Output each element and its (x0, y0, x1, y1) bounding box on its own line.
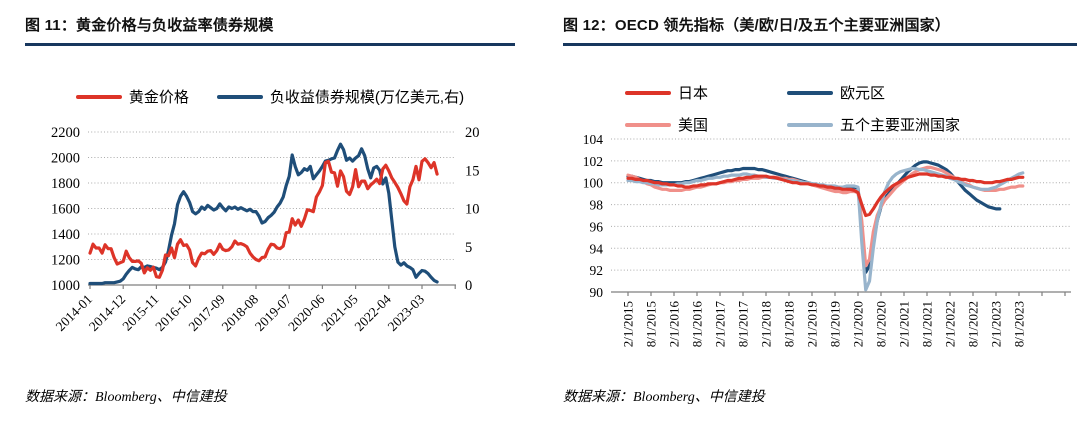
legend-swatch-usa (625, 122, 671, 127)
y-axis-tick-label: 1000 (51, 278, 80, 294)
x-axis-tick-label: 2/1/2015 (621, 301, 636, 347)
figure-11-panel: 图 11：黄金价格与负收益率债券规模 黄金价格 负收益债券规模(万亿美元,右) … (25, 8, 515, 415)
right-y-axis-tick-label: 10 (465, 202, 480, 218)
legend-label-eurozone: 欧元区 (840, 85, 886, 102)
y-axis-tick-label: 1200 (51, 253, 80, 269)
y-axis-tick-label: 104 (583, 132, 604, 147)
legend-label-negative-yield-bonds: 负收益债券规模(万亿美元,右) (269, 89, 465, 106)
x-axis-tick-label: 2/1/2023 (989, 301, 1004, 347)
y-axis-tick-label: 1600 (51, 202, 80, 218)
y-axis-tick-label: 96 (590, 219, 604, 234)
legend-label-gold-price: 黄金价格 (128, 89, 189, 106)
y-axis-tick-label: 90 (590, 285, 604, 300)
y-axis-tick-label: 100 (583, 176, 604, 191)
y-axis-tick-label: 102 (583, 154, 603, 169)
right-y-axis-tick-label: 15 (465, 163, 480, 179)
legend-swatch-gold-price (75, 94, 122, 99)
figure-12-source-note: 数据来源：Bloomberg、中信建投 (563, 390, 765, 405)
x-axis-tick-label: 2/1/2019 (805, 301, 820, 347)
x-axis-tick-label: 2/1/2017 (713, 301, 728, 348)
right-y-axis-tick-label: 5 (465, 240, 472, 256)
x-axis-tick-label: 8/1/2018 (782, 301, 797, 347)
oecd-leading-indicator-chart: 90 92 94 96 98 100 102 104 2/1/2015 8/1/2015 2/1/2… (583, 132, 1071, 348)
x-axis-tick-label: 2023-03 (385, 291, 428, 334)
figure-11-title: 图 11：黄金价格与负收益率债券规模 (25, 8, 515, 46)
legend-item-negative-yield-bonds: 负收益债券规模(万亿美元,右) (216, 86, 465, 107)
x-axis-tick-label: 2/1/2022 (943, 301, 958, 347)
x-axis-tick-label: 8/1/2021 (920, 301, 935, 347)
legend-item-five-asian-countries: 五个主要亚洲国家 (787, 114, 960, 135)
series-line-0 (626, 172, 1025, 218)
legend-item-gold-price: 黄金价格 (75, 86, 189, 107)
legend-item-japan: 日本 (625, 82, 787, 103)
right-y-axis-tick-label: 20 (465, 125, 480, 141)
figure-12-title: 图 12：OECD 领先指标（美/欧/日/及五个主要亚洲国家） (563, 8, 1077, 46)
y-axis-tick-label: 1400 (51, 227, 80, 243)
x-axis-tick-label: 2/1/2016 (667, 301, 682, 348)
x-axis-tick-label: 8/1/2020 (874, 301, 889, 347)
y-axis-tick-label: 1800 (51, 176, 80, 192)
series-line-1 (626, 160, 1002, 274)
y-axis-tick-label: 92 (590, 263, 604, 278)
x-axis-tick-label: 2/1/2020 (851, 301, 866, 347)
x-axis-tick-label: 2/1/2021 (897, 301, 912, 347)
x-axis-tick-label: 8/1/2017 (736, 301, 751, 348)
x-axis-tick-label: 8/1/2023 (1012, 301, 1027, 347)
legend-item-eurozone: 欧元区 (787, 82, 960, 103)
y-axis-tick-label: 2200 (51, 125, 80, 141)
y-axis-tick-label: 98 (590, 198, 604, 213)
gold-price-vs-negative-yield-bonds-chart: 1000 1200 1400 1600 1800 2000 2200 0 5 10 15 20 2014… (51, 125, 480, 334)
x-axis-tick-label: 8/1/2022 (966, 301, 981, 347)
right-y-axis-tick-label: 0 (465, 278, 472, 294)
figure-12-panel: 图 12：OECD 领先指标（美/欧/日/及五个主要亚洲国家） 日本 欧元区 美… (563, 8, 1077, 415)
x-axis-tick-label: 8/1/2019 (828, 301, 843, 347)
x-axis-tick-label: 8/1/2016 (690, 301, 705, 348)
legend-label-usa: 美国 (678, 117, 709, 134)
legend-label-five-asian-countries: 五个主要亚洲国家 (840, 117, 961, 134)
figure-11-source-note: 数据来源：Bloomberg、中信建投 (25, 390, 227, 405)
y-axis-tick-label: 2000 (51, 151, 80, 167)
y-axis-tick-label: 94 (590, 241, 604, 256)
legend-item-usa: 美国 (625, 114, 787, 135)
series-line-1 (88, 142, 439, 286)
series-line-0 (88, 157, 439, 279)
x-axis-tick-label: 2014-12 (86, 292, 128, 334)
legend-label-japan: 日本 (678, 85, 709, 102)
figure-11-legend: 黄金价格 负收益债券规模(万亿美元,右) (25, 86, 515, 107)
legend-swatch-eurozone (787, 90, 833, 95)
legend-swatch-japan (625, 90, 671, 95)
x-axis-tick-label: 8/1/2015 (644, 301, 659, 347)
x-axis-tick-label: 2/1/2018 (759, 301, 774, 347)
legend-swatch-negative-yield-bonds (216, 94, 263, 99)
figure-12-legend: 日本 欧元区 美国 五个主要亚洲国家 (625, 82, 960, 135)
legend-swatch-five-asian-countries (787, 122, 833, 127)
